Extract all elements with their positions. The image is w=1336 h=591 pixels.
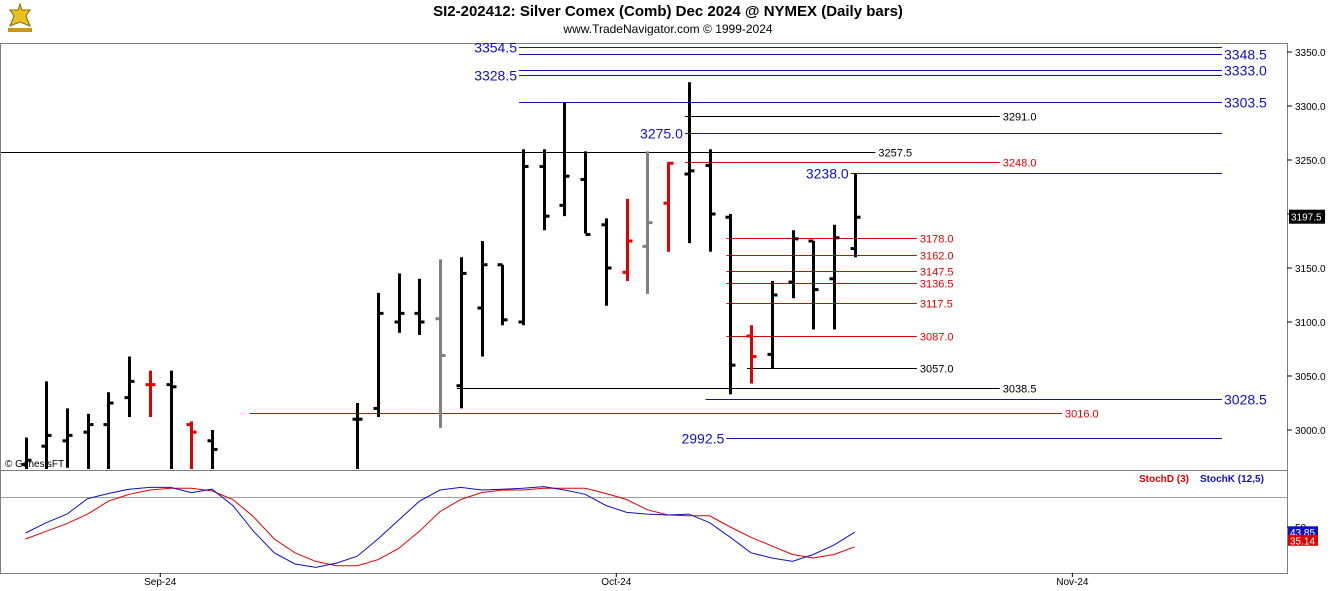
price-axis-label: 3250.0 xyxy=(1295,156,1326,167)
ohlc-bar xyxy=(145,370,156,418)
level-label: 3162.0 xyxy=(920,251,954,263)
price-axis-label: 3100.0 xyxy=(1295,318,1326,329)
level-label: 3275.0 xyxy=(640,126,683,142)
price-axis-label: 3050.0 xyxy=(1295,372,1326,383)
legend-stoch-d: StochD (3) xyxy=(1139,474,1189,485)
ohlc-bar xyxy=(435,259,446,428)
price-axis-label: 3150.0 xyxy=(1295,264,1326,275)
ohlc-bars xyxy=(21,82,861,469)
ohlc-bar xyxy=(497,263,508,326)
ohlc-bar xyxy=(186,421,197,469)
ohlc-bar xyxy=(705,149,716,252)
last-price-label: 3197.5 xyxy=(1291,213,1322,224)
legend-stoch-k: StochK (12,5) xyxy=(1200,474,1264,485)
ohlc-bar xyxy=(518,149,529,326)
stoch-k-value: 43.85 xyxy=(1290,528,1315,539)
ohlc-bar xyxy=(166,370,177,469)
stoch-k-value-badge xyxy=(1288,526,1318,538)
ohlc-bar xyxy=(394,273,405,333)
ohlc-bar xyxy=(103,392,114,469)
ohlc-bar xyxy=(725,214,736,395)
level-label: 3057.0 xyxy=(920,364,954,376)
level-label: 2992.5 xyxy=(681,431,724,447)
ohlc-bar xyxy=(559,102,570,217)
level-label: 3348.5 xyxy=(1224,47,1267,63)
stoch-d-value: 35.14 xyxy=(1290,536,1315,547)
level-label: 3028.5 xyxy=(1224,392,1267,408)
ohlc-bar xyxy=(808,239,819,330)
ohlc-bar xyxy=(414,278,425,335)
level-label: 3238.0 xyxy=(806,166,849,182)
price-axis-label: 3000.0 xyxy=(1295,426,1326,437)
level-label: 3016.0 xyxy=(1065,409,1099,421)
ohlc-bar xyxy=(62,408,73,468)
ohlc-bar xyxy=(746,325,757,384)
ohlc-bar xyxy=(788,230,799,299)
level-label: 3136.5 xyxy=(920,279,954,291)
ohlc-bar xyxy=(601,218,612,306)
price-axis-label: 3300.0 xyxy=(1295,102,1326,113)
level-label: 3178.0 xyxy=(920,234,954,246)
x-axis-label: Oct-24 xyxy=(601,577,631,588)
last-price-badge xyxy=(1289,209,1325,224)
tradenavigator-logo-icon xyxy=(8,2,32,32)
price-axis: 3000.03050.03100.03150.03200.03250.03300… xyxy=(1287,48,1326,437)
ohlc-bar xyxy=(41,381,52,469)
x-axis-label: Sep-24 xyxy=(144,577,177,588)
ohlc-bar xyxy=(767,280,778,369)
ohlc-bar xyxy=(622,198,633,281)
ohlc-bar xyxy=(829,224,840,330)
ohlc-bar xyxy=(83,413,94,469)
stoch-d-line xyxy=(25,487,855,567)
level-label: 3117.5 xyxy=(920,299,953,311)
ohlc-bar xyxy=(352,403,363,469)
page-subtitle: www.TradeNavigator.com © 1999-2024 xyxy=(563,22,773,36)
level-label: 3257.5 xyxy=(878,148,912,160)
ohlc-bar xyxy=(124,356,135,418)
level-label: 3354.5 xyxy=(474,40,517,56)
level-label: 3147.5 xyxy=(920,267,954,279)
ohlc-bar xyxy=(21,437,32,469)
ohlc-bar xyxy=(456,257,467,409)
ohlc-bar xyxy=(850,172,861,258)
ohlc-bar xyxy=(477,241,488,357)
stoch-panel-frame xyxy=(0,470,1288,574)
level-label: 3333.0 xyxy=(1224,63,1267,79)
ohlc-bar xyxy=(684,82,695,244)
ohlc-bar xyxy=(373,292,384,418)
page-title: SI2-202412: Silver Comex (Comb) Dec 2024… xyxy=(433,3,903,20)
x-axis-label: Nov-24 xyxy=(1056,577,1089,588)
level-label: 3328.5 xyxy=(474,68,517,84)
price-panel-frame xyxy=(0,43,1288,471)
level-label: 3303.5 xyxy=(1224,95,1267,111)
level-label: 3291.0 xyxy=(1003,112,1037,124)
ohlc-bar xyxy=(539,149,550,231)
ohlc-bar xyxy=(663,161,674,252)
stoch-k-line xyxy=(25,486,855,568)
ohlc-bar xyxy=(580,151,591,237)
watermark: © GenesisFT xyxy=(5,459,64,470)
stoch-d-value-badge xyxy=(1288,534,1318,546)
level-label: 3038.5 xyxy=(1003,384,1037,396)
ohlc-bar xyxy=(642,151,653,294)
level-label: 3248.0 xyxy=(1003,158,1037,170)
x-axis-labels: Sep-24 Oct-24 Nov-24 xyxy=(144,573,1089,588)
level-label: 3087.0 xyxy=(920,332,954,344)
price-axis-label: 3350.0 xyxy=(1295,48,1326,59)
ohlc-bar xyxy=(207,430,218,469)
